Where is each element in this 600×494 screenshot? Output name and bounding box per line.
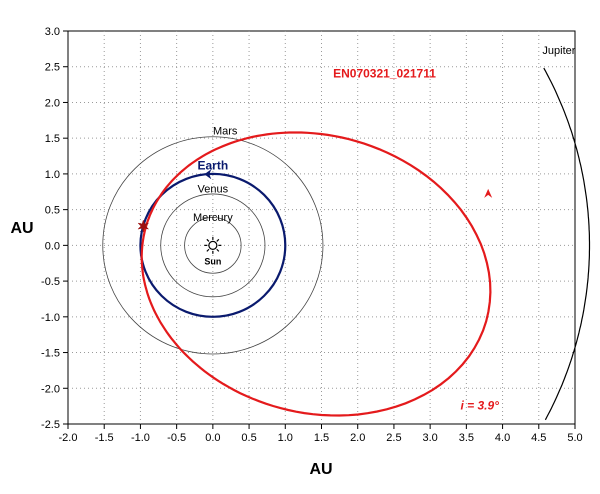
inclination-label: i = 3.9°: [460, 399, 499, 413]
y-tick-label: 2.5: [45, 62, 60, 74]
x-tick-label: -2.0: [59, 432, 78, 444]
ticks-layer: -2.0 -1.5 -1.0 -0.5 0.0 0.5 1.0 1.5 2.0 2.5 3.0 3.5…: [41, 26, 583, 444]
mars-orbit: [102, 136, 324, 355]
mars-label: Mars: [213, 126, 238, 138]
earth-orbit: [139, 172, 287, 318]
x-tick-label: 4.0: [495, 432, 510, 444]
orbit-layer: [102, 67, 591, 421]
earth-label: Earth: [198, 159, 229, 173]
y-tick-label: 2.0: [45, 97, 60, 109]
y-tick-label: 1.5: [45, 133, 60, 145]
x-tick-label: 2.0: [350, 432, 365, 444]
x-tick-label: 1.5: [314, 432, 329, 444]
y-tick-label: -2.5: [41, 419, 60, 431]
y-tick-label: -1.5: [41, 348, 60, 360]
x-tick-label: 2.5: [386, 432, 401, 444]
sun-ray: [216, 248, 220, 252]
y-tick-label: 1.0: [45, 169, 60, 181]
x-axis-label: AU: [309, 461, 332, 478]
label-layer: Sun Mercury Venus Mars Earth Jupiter EN070321_…: [193, 45, 576, 413]
x-tick-label: -1.0: [131, 432, 150, 444]
x-tick-label: 5.0: [567, 432, 582, 444]
sun-ray: [216, 238, 220, 242]
x-tick-label: 0.5: [241, 432, 256, 444]
y-tick-label: -0.5: [41, 276, 60, 288]
sun-label: Sun: [204, 256, 221, 266]
venus-label: Venus: [198, 183, 229, 195]
y-tick-label: -1.0: [41, 312, 60, 324]
x-tick-label: 3.5: [459, 432, 474, 444]
mercury-label: Mercury: [193, 212, 233, 224]
sun-icon: [208, 240, 218, 250]
sun-ray: [206, 248, 210, 252]
x-tick-label: 1.0: [278, 432, 293, 444]
y-tick-label: -2.0: [41, 383, 60, 395]
y-tick-label: 0.0: [45, 240, 60, 252]
x-tick-label: -1.5: [95, 432, 114, 444]
jupiter-label: Jupiter: [542, 45, 575, 57]
x-tick-label: 4.5: [531, 432, 546, 444]
comet-orbit: [140, 131, 492, 417]
earth-direction-arrow: [204, 169, 212, 180]
sun-ray: [206, 238, 210, 242]
y-tick-label: 0.5: [45, 205, 60, 217]
venus-orbit: [160, 193, 266, 298]
mercury-orbit: [184, 217, 242, 274]
x-tick-label: 0.0: [205, 432, 220, 444]
comet-label: EN070321_021711: [333, 66, 436, 80]
encounter-marker: [137, 219, 150, 233]
x-tick-label: -0.5: [167, 432, 186, 444]
y-axis-label: AU: [10, 220, 33, 237]
jupiter-orbit: [543, 67, 591, 421]
comet-direction-arrow: [484, 188, 493, 198]
y-tick-label: 3.0: [45, 26, 60, 38]
grid-layer: [68, 31, 575, 424]
x-tick-label: 3.0: [422, 432, 437, 444]
